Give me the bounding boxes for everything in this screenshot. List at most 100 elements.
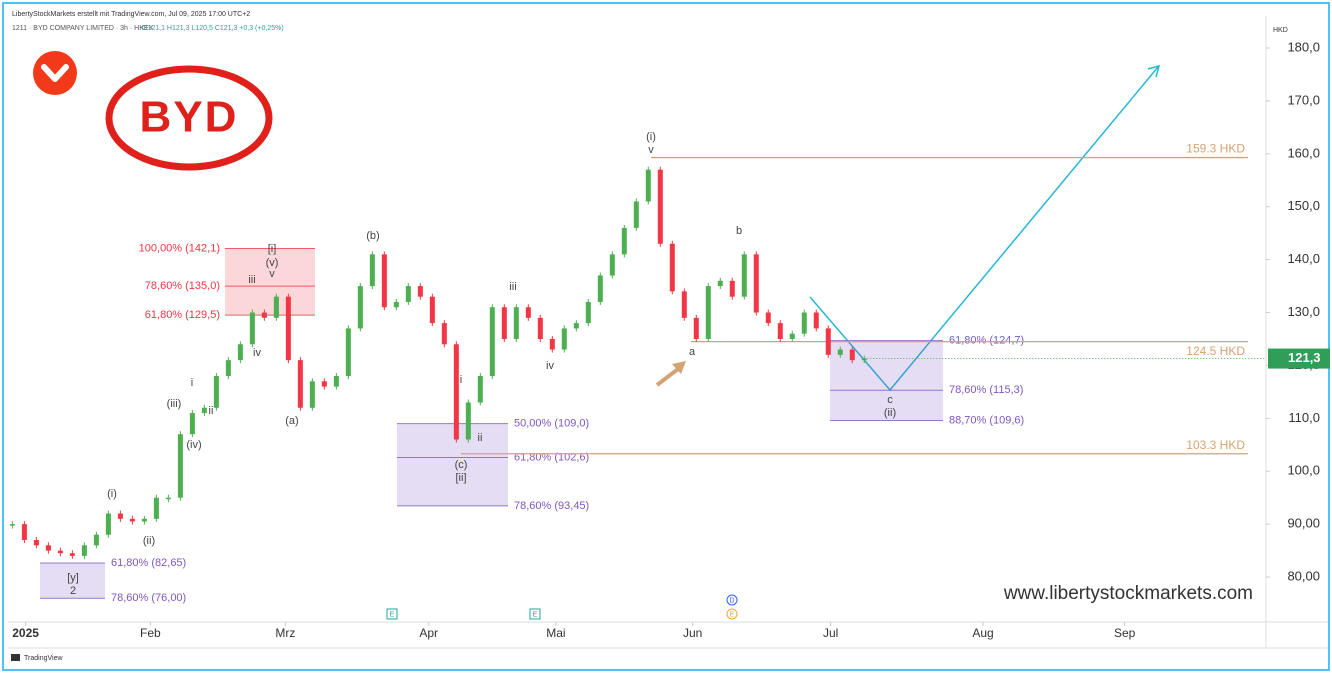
last-price-tag — [1268, 348, 1330, 369]
candle — [189, 413, 195, 435]
fib-label: 78,60% (115,3) — [949, 384, 1023, 396]
wave-label: ii — [478, 432, 483, 444]
wave-label: (c) — [455, 459, 468, 471]
candle — [837, 349, 843, 355]
wave-label: (iii) — [167, 398, 182, 410]
y-tick-label: 180,0 — [1287, 39, 1320, 54]
fib-label: 78,60% (93,45) — [514, 500, 589, 512]
x-tick-label: Apr — [419, 626, 438, 640]
wave-label: (a) — [285, 415, 298, 427]
price-level-label: 103.3 HKD — [1186, 438, 1245, 452]
fib-label: 100,00% (142,1) — [139, 242, 220, 254]
wave-label: [ii] — [456, 472, 467, 484]
wave-label: [y] — [67, 572, 79, 584]
candle — [57, 550, 63, 554]
candle — [405, 286, 411, 302]
candle — [549, 338, 555, 350]
candle — [573, 323, 579, 329]
candle — [249, 312, 255, 345]
candle — [633, 201, 639, 228]
wave-label: i — [191, 377, 193, 389]
footer: TradingView — [24, 655, 63, 662]
fib-label: 61,80% (82,65) — [111, 557, 186, 569]
fib-zone — [40, 563, 105, 599]
candle — [453, 344, 459, 440]
wave-label: (ii) — [143, 535, 155, 547]
candle — [753, 254, 759, 313]
y-tick-label: 160,0 — [1287, 145, 1320, 160]
candle — [201, 407, 207, 414]
watermark: www.libertystockmarkets.com — [1003, 583, 1253, 604]
candle — [429, 296, 435, 324]
candle — [813, 312, 819, 329]
candle — [585, 301, 591, 324]
x-tick-label: Jun — [683, 626, 702, 640]
x-tick-label: 2025 — [12, 626, 39, 640]
x-tick-label: Jul — [823, 626, 838, 640]
wave-label: iii — [248, 274, 255, 286]
currency: HKD — [1273, 27, 1288, 34]
candle — [765, 312, 771, 324]
event-label: D — [729, 597, 734, 604]
candle — [801, 312, 807, 334]
candle — [345, 328, 351, 377]
wave-label: i — [460, 374, 462, 386]
x-tick-label: Mrz — [275, 626, 295, 640]
wave-label: (i) — [646, 131, 656, 143]
fib-zone — [830, 340, 943, 421]
candle — [69, 553, 75, 556]
candle — [333, 376, 339, 387]
event-icon — [529, 608, 541, 620]
wave-label: (v) — [266, 257, 279, 269]
x-tick-label: Sep — [1114, 626, 1136, 640]
candle — [141, 518, 147, 522]
candle — [717, 280, 723, 287]
candle — [489, 307, 495, 377]
ohlc: O121,1 H121,3 L120,5 C121,3 +0,3 (+0,25%… — [142, 25, 284, 32]
fib-label: 88,70% (109,6) — [949, 414, 1024, 426]
y-tick-label: 100,0 — [1287, 463, 1320, 478]
candle — [501, 307, 507, 339]
logo-ellipse — [105, 65, 273, 171]
candle — [369, 254, 375, 287]
candle — [357, 286, 363, 329]
candle — [273, 296, 279, 318]
y-tick-label: 90,00 — [1287, 516, 1320, 531]
logo-icon — [33, 51, 77, 95]
wave-label: iii — [509, 281, 516, 293]
wave-label: 2 — [70, 585, 76, 597]
y-tick-label: 170,0 — [1287, 92, 1320, 107]
candle — [609, 254, 615, 276]
fib-label: 50,00% (109,0) — [514, 418, 589, 430]
candle — [657, 169, 663, 244]
logo-chevron — [41, 64, 69, 82]
candle — [441, 323, 447, 345]
event-label: E — [533, 611, 538, 618]
wave-label: v — [269, 268, 275, 280]
candle — [861, 358, 867, 361]
candle — [117, 513, 123, 519]
wave-label: iv — [253, 347, 261, 359]
candle — [789, 333, 795, 339]
candle — [465, 402, 471, 440]
candle — [621, 227, 627, 255]
candle — [597, 275, 603, 302]
fib-label: 78,60% (135,0) — [145, 280, 220, 292]
projection-arrow — [1147, 64, 1161, 78]
candle — [21, 524, 27, 541]
wave-label: (ii) — [884, 407, 896, 419]
logo-text: BYD — [140, 93, 239, 142]
candle — [537, 317, 543, 339]
symbol: 1211 · BYD COMPANY LIMITED · 3h · HKEX — [12, 25, 154, 32]
candle — [153, 497, 159, 519]
x-tick-label: Aug — [972, 626, 993, 640]
fib-label: 61,80% (129,5) — [145, 309, 220, 321]
fib-zone — [225, 248, 315, 316]
candle — [105, 513, 111, 535]
candle — [825, 328, 831, 355]
candle — [705, 286, 711, 339]
event-icon — [726, 608, 738, 620]
candle — [669, 243, 675, 292]
candle — [213, 376, 219, 408]
